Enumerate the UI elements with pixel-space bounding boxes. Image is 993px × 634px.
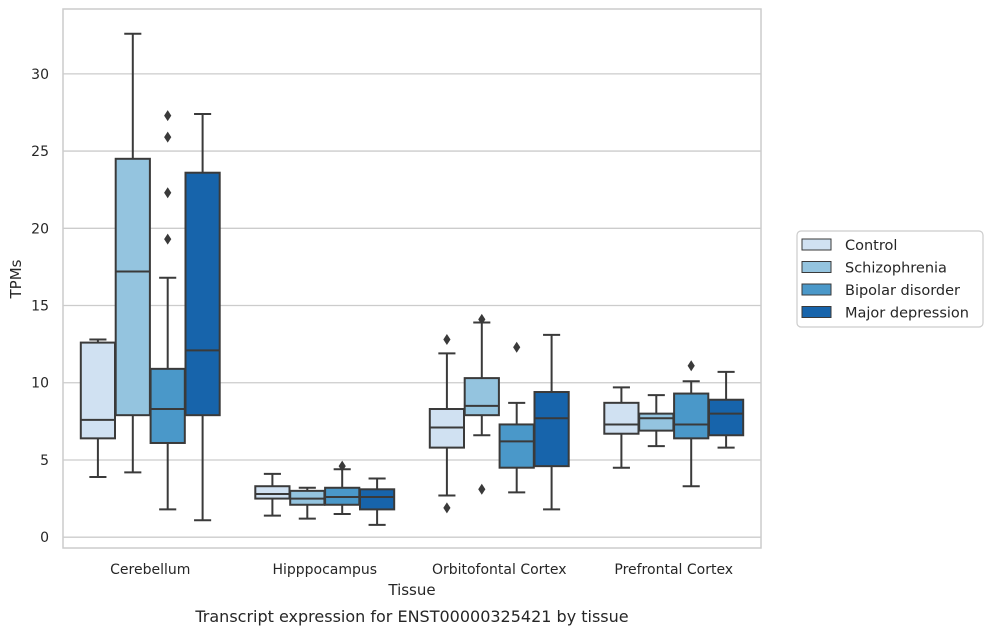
box-body <box>114 157 151 417</box>
box <box>707 370 745 449</box>
x-tick-label: Hipppocampus <box>272 562 377 578</box>
box-body <box>79 341 117 440</box>
legend: Control Schizophrenia Bipolar disorder Majo… <box>796 230 984 328</box>
outlier-point <box>687 360 695 372</box>
box <box>149 110 186 511</box>
y-tick-label: 25 <box>31 144 49 160</box>
box <box>428 334 466 514</box>
box <box>184 113 221 522</box>
box-body <box>603 401 640 435</box>
box-body <box>707 398 745 437</box>
box-body <box>673 392 710 440</box>
y-tick-labels: 0 5 10 15 20 25 30 <box>31 67 49 546</box>
y-axis-label: TPMs <box>7 259 25 299</box>
y-tick-label: 0 <box>40 530 49 546</box>
y-tick-label: 20 <box>31 221 49 237</box>
box <box>324 460 361 516</box>
legend-label: Schizophrenia <box>845 261 947 277</box>
plot-frame <box>62 8 762 549</box>
y-tick-label: 15 <box>31 299 49 315</box>
box <box>603 386 640 469</box>
legend-swatch <box>801 306 832 318</box>
box-body <box>463 377 500 417</box>
legend-swatch <box>801 283 832 296</box>
boxes <box>79 32 745 526</box>
chart-caption: Transcript expression for ENST0000032542… <box>194 607 628 626</box>
legend-swatch <box>801 261 832 273</box>
y-tick-label: 30 <box>31 67 49 83</box>
outlier-point <box>164 131 172 143</box>
legend-label: Bipolar disorder <box>845 283 960 299</box>
legend-swatch <box>801 238 832 251</box>
box-body <box>638 412 675 432</box>
box-body <box>498 423 535 469</box>
box-body <box>149 367 186 444</box>
outlier-point <box>478 483 486 495</box>
box <box>673 360 710 488</box>
box-body <box>184 171 221 417</box>
box-body <box>254 485 291 500</box>
x-tick-label: Orbitofontal Cortex <box>432 562 567 578</box>
box <box>114 32 151 474</box>
outlier-point <box>164 187 172 199</box>
box <box>533 333 570 511</box>
x-tick-label: Prefrontal Cortex <box>614 562 733 578</box>
legend-label: Control <box>845 238 897 254</box>
outlier-point <box>164 233 172 245</box>
x-axis-label: Tissue <box>387 581 435 599</box>
outlier-point <box>338 460 346 472</box>
y-tick-label: 5 <box>40 453 49 469</box>
legend-label: Major depression <box>845 306 969 322</box>
box <box>358 477 396 526</box>
outlier-point <box>164 110 172 122</box>
outlier-point <box>478 313 486 325</box>
y-tick-label: 10 <box>31 376 49 392</box>
box-body <box>358 488 396 511</box>
outlier-point <box>443 334 451 346</box>
plot-area <box>63 9 761 548</box>
x-tick-label: Cerebellum <box>110 562 190 578</box>
box-body <box>533 391 570 468</box>
legend-frame <box>796 230 984 328</box>
box <box>463 313 500 495</box>
outlier-point <box>513 341 521 353</box>
x-tick-labels: Cerebellum Hipppocampus Orbitofontal Corte… <box>110 562 733 578</box>
outlier-point <box>443 502 451 514</box>
